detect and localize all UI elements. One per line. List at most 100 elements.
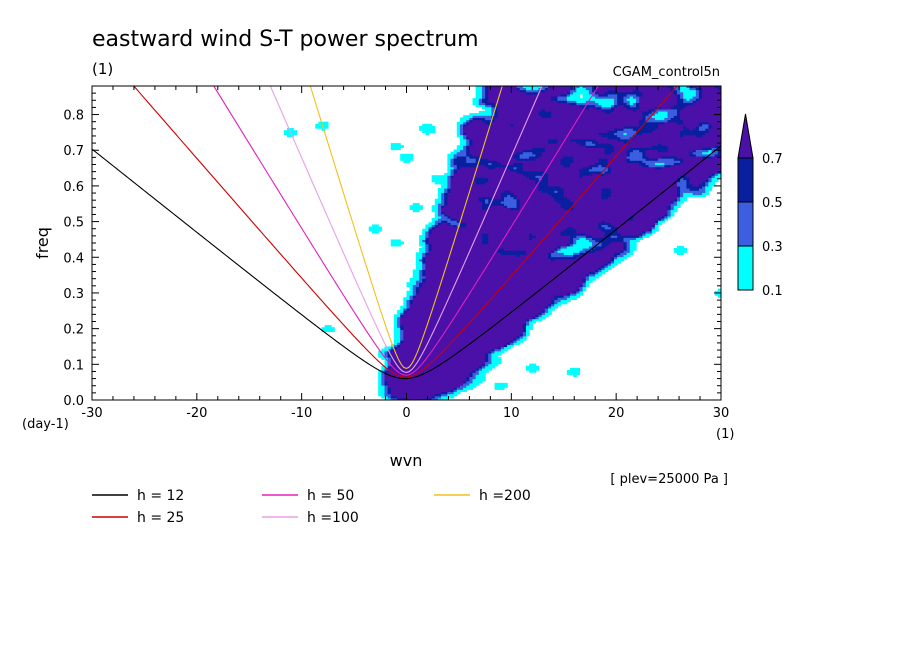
- power-cell: [403, 352, 408, 356]
- power-cell: [519, 224, 524, 228]
- power-cell: [469, 325, 474, 328]
- power-cell: [419, 241, 423, 245]
- power-cell: [415, 312, 420, 315]
- power-cell: [463, 316, 467, 320]
- power-cell: [453, 175, 458, 178]
- power-cell: [425, 280, 430, 283]
- power-cell: [491, 149, 496, 153]
- power-cell: [497, 342, 502, 345]
- power-cell: [419, 239, 423, 243]
- power-cell: [497, 87, 502, 91]
- power-cell: [497, 273, 502, 277]
- power-cell: [497, 115, 502, 118]
- power-cell: [497, 357, 502, 360]
- power-cell: [453, 290, 458, 294]
- power-cell: [428, 258, 433, 262]
- power-cell: [415, 352, 420, 356]
- power-cell: [507, 119, 511, 123]
- power-cell: [481, 250, 486, 253]
- power-cell: [466, 363, 470, 367]
- power-cell: [478, 269, 483, 273]
- power-cell: [472, 346, 477, 350]
- power-cell: [444, 382, 448, 386]
- power-cell: [507, 185, 511, 189]
- power-cell: [397, 363, 401, 367]
- power-cell: [419, 333, 423, 337]
- power-cell: [472, 329, 477, 333]
- power-cell: [453, 367, 458, 371]
- power-cell: [447, 365, 452, 369]
- power-cell: [419, 235, 423, 238]
- power-cell: [425, 292, 430, 296]
- power-cell: [475, 333, 480, 337]
- power-cell: [406, 389, 411, 393]
- power-cell: [428, 250, 433, 253]
- power-cell: [516, 194, 521, 198]
- power-cell: [434, 389, 439, 393]
- power-cell: [469, 228, 474, 232]
- power-cell: [450, 335, 455, 339]
- power-cell: [397, 395, 401, 399]
- power-cell: [494, 86, 499, 89]
- power-cell: [387, 365, 392, 369]
- power-cell: [384, 370, 389, 373]
- power-cell: [503, 252, 508, 256]
- power-cell: [434, 258, 439, 262]
- power-cell: [507, 86, 511, 89]
- power-cell: [519, 218, 524, 221]
- power-cell: [397, 340, 401, 343]
- power-cell: [472, 151, 477, 155]
- power-cell: [463, 367, 467, 371]
- power-cell: [469, 147, 474, 151]
- power-cell: [485, 303, 489, 307]
- power-cell: [494, 145, 499, 148]
- power-cell: [415, 391, 420, 395]
- power-cell: [503, 183, 508, 187]
- power-cell: [488, 286, 493, 290]
- power-cell: [444, 173, 448, 176]
- power-cell: [491, 260, 496, 264]
- power-cell: [415, 355, 420, 358]
- power-cell: [469, 350, 474, 354]
- power-cell: [447, 160, 452, 163]
- power-cell: [485, 102, 489, 106]
- power-cell: [447, 329, 452, 333]
- power-cell: [456, 280, 461, 283]
- power-cell: [519, 265, 524, 268]
- power-cell: [419, 292, 423, 296]
- power-cell: [491, 173, 496, 176]
- power-cell: [472, 262, 477, 266]
- power-cell: [437, 237, 442, 241]
- power-cell: [415, 258, 420, 262]
- power-cell: [412, 395, 417, 399]
- power-cell: [434, 213, 439, 217]
- power-cell: [434, 346, 439, 350]
- power-cell: [510, 106, 515, 110]
- power-cell: [419, 391, 423, 395]
- power-cell: [400, 325, 404, 328]
- power-cell: [507, 295, 511, 298]
- power-cell: [500, 207, 505, 211]
- power-cell: [472, 269, 477, 273]
- power-cell: [463, 140, 467, 144]
- power-cell: [431, 258, 436, 262]
- power-cell: [481, 314, 486, 318]
- power-cell: [500, 106, 505, 110]
- power-cell: [450, 385, 455, 388]
- power-cell: [450, 162, 455, 166]
- power-cell: [437, 318, 442, 322]
- power-cell: [475, 168, 480, 172]
- power-cell: [419, 307, 423, 311]
- power-cell: [409, 292, 414, 296]
- power-cell: [441, 280, 445, 283]
- power-cell: [472, 348, 477, 352]
- power-cell: [447, 363, 452, 367]
- power-cell: [441, 350, 445, 354]
- power-cell: [406, 385, 411, 388]
- power-cell: [441, 190, 445, 193]
- power-cell: [456, 130, 461, 133]
- power-cell: [510, 307, 515, 311]
- power-cell: [516, 98, 521, 101]
- power-cell: [437, 327, 442, 330]
- power-cell: [516, 95, 521, 99]
